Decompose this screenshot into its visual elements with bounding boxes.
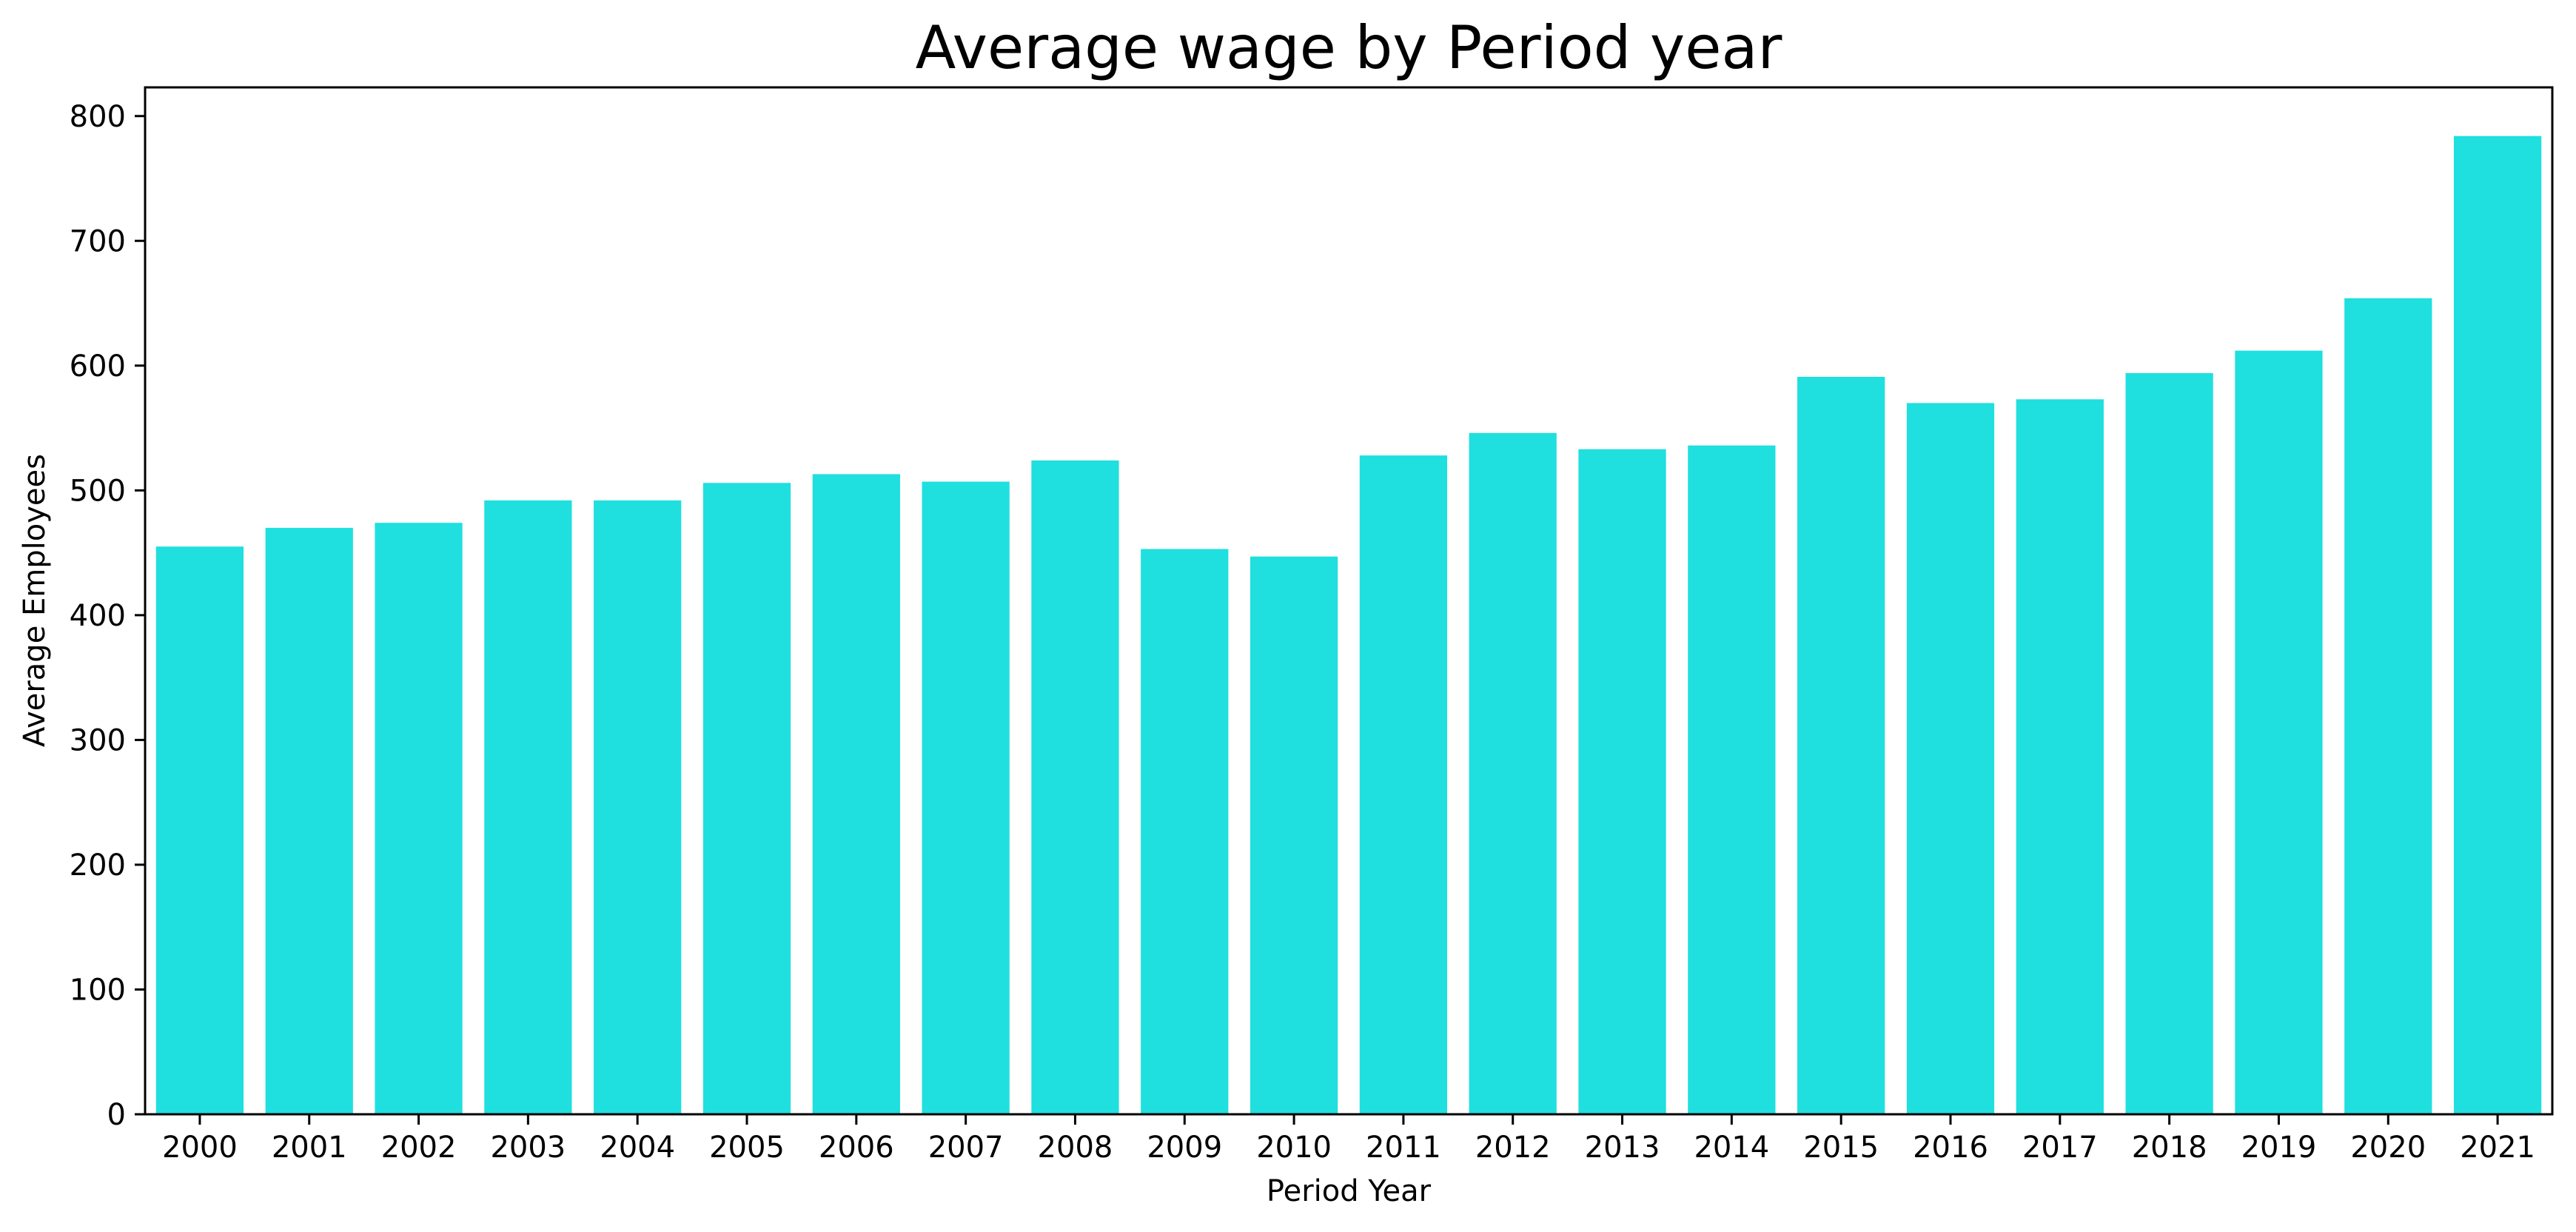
y-tick-label-400: 400 (70, 599, 126, 633)
x-tick-label-2007: 2007 (928, 1131, 1004, 1165)
x-tick-label-2018: 2018 (2132, 1131, 2207, 1165)
bar-2008 (1031, 460, 1119, 1114)
x-axis: 2000 2001 2002 2003 2004 2005 2006 2007 2008 2009… (162, 1114, 2535, 1165)
x-tick-label-2020: 2020 (2350, 1131, 2426, 1165)
x-tick-label-2016: 2016 (1913, 1131, 1988, 1165)
y-tick-label-600: 600 (70, 349, 126, 384)
x-tick-label-2001: 2001 (272, 1131, 347, 1165)
x-tick-label-2015: 2015 (1803, 1131, 1879, 1165)
x-axis-label: Period Year (1267, 1174, 1432, 1208)
bar-2011 (1359, 455, 1448, 1114)
y-tick-label-100: 100 (70, 973, 126, 1007)
y-tick-label-700: 700 (70, 224, 126, 258)
bar-2002 (375, 523, 463, 1114)
y-tick-label-300: 300 (70, 723, 126, 757)
bar-2016 (1906, 403, 1995, 1114)
bar-2018 (2125, 372, 2213, 1114)
x-tick-label-2003: 2003 (490, 1131, 566, 1165)
x-tick-label-2014: 2014 (1694, 1131, 1769, 1165)
x-tick-label-2005: 2005 (709, 1131, 785, 1165)
bar-2012 (1469, 432, 1557, 1114)
x-tick-label-2012: 2012 (1475, 1131, 1551, 1165)
bar-2003 (484, 500, 572, 1114)
bar-2019 (2235, 350, 2323, 1115)
y-axis: 0 100 200 300 400 500 600 700 800 (70, 100, 145, 1132)
bar-2013 (1578, 449, 1666, 1114)
bar-2014 (1688, 445, 1776, 1114)
bar-2020 (2344, 298, 2432, 1114)
x-tick-label-2013: 2013 (1585, 1131, 1660, 1165)
chart-title: Average wage by Period year (916, 13, 1782, 82)
x-tick-label-2008: 2008 (1038, 1131, 1113, 1165)
x-tick-label-2000: 2000 (162, 1131, 238, 1165)
x-tick-label-2021: 2021 (2460, 1131, 2535, 1165)
x-tick-label-2009: 2009 (1147, 1131, 1222, 1165)
y-tick-label-500: 500 (70, 474, 126, 508)
x-tick-label-2002: 2002 (381, 1131, 457, 1165)
x-tick-label-2010: 2010 (1256, 1131, 1332, 1165)
bar-series (155, 135, 2542, 1115)
bar-2010 (1250, 556, 1338, 1114)
y-tick-label-800: 800 (70, 100, 126, 134)
y-tick-label-0: 0 (107, 1098, 126, 1132)
bar-2005 (702, 483, 791, 1114)
bar-2001 (265, 527, 353, 1114)
y-tick-label-200: 200 (70, 848, 126, 883)
bar-2015 (1797, 376, 1885, 1114)
bar-2006 (812, 474, 900, 1114)
plot-frame (144, 86, 2554, 1116)
bar-2017 (2016, 399, 2104, 1114)
bar-2007 (922, 481, 1010, 1114)
bar-2009 (1141, 549, 1229, 1114)
bar-2004 (594, 500, 682, 1114)
x-tick-label-2017: 2017 (2022, 1131, 2098, 1165)
x-tick-label-2006: 2006 (819, 1131, 894, 1165)
bar-2021 (2453, 135, 2542, 1115)
bar-2000 (155, 546, 244, 1114)
y-axis-label: Average Employees (18, 454, 52, 747)
x-tick-label-2019: 2019 (2241, 1131, 2317, 1165)
x-tick-label-2004: 2004 (600, 1131, 675, 1165)
x-tick-label-2011: 2011 (1366, 1131, 1441, 1165)
